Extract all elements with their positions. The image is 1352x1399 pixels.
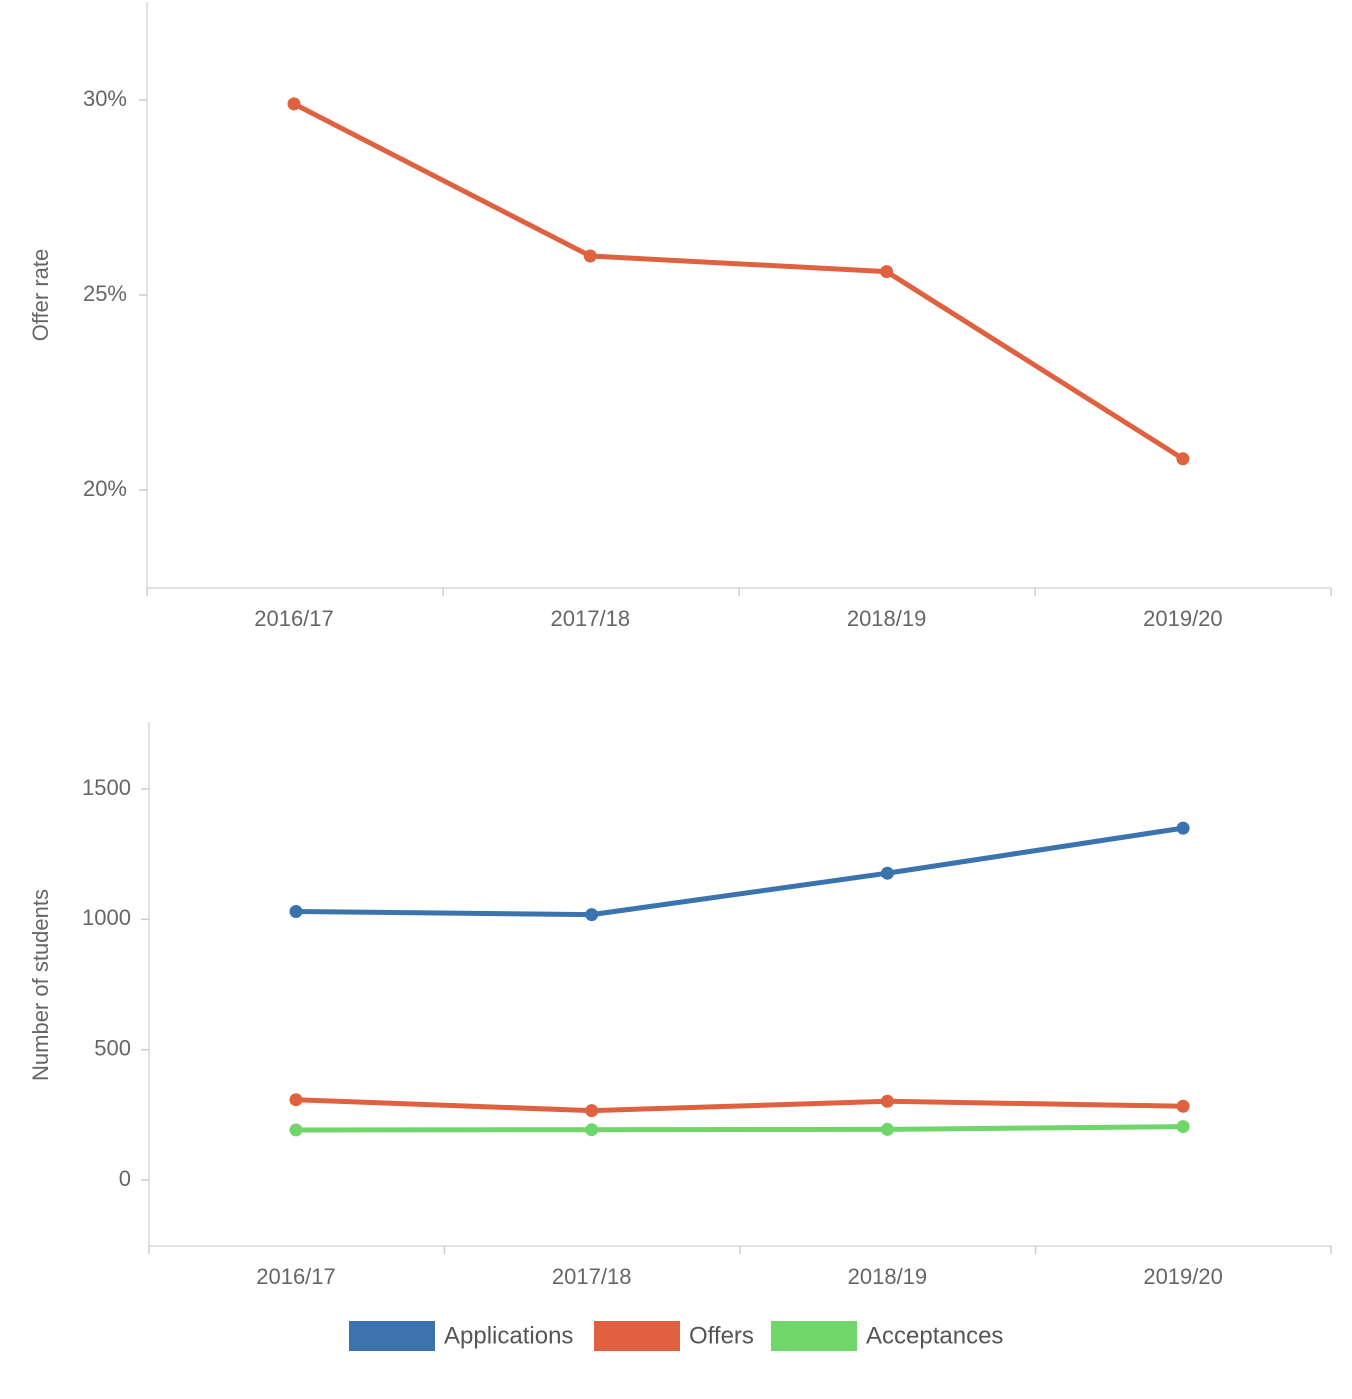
legend-swatch-acceptances [771,1321,857,1351]
x-tick-label: 2018/19 [848,1264,928,1289]
series-line-applications [293,825,1186,918]
y-tick-label: 1000 [82,905,131,930]
data-point-offers [1176,1099,1190,1113]
y-tick-label: 30% [83,86,127,111]
legend-label-applications: Applications [444,1322,573,1349]
x-tick-label: 2018/19 [847,606,927,631]
legend-label-acceptances: Acceptances [866,1322,1003,1349]
data-point-acceptances [289,1123,303,1137]
y-tick-label: 25% [83,281,127,306]
data-point-applications [289,905,303,919]
series-line-acceptances [293,1124,1186,1133]
y-tick-label: 20% [83,476,127,501]
y-axis-title: Offer rate [28,249,53,342]
legend-label-offers: Offers [689,1322,754,1349]
y-tick-label: 500 [94,1035,131,1060]
y-axis-title: Number of students [28,889,53,1081]
x-tick-label: 2019/20 [1143,606,1223,631]
y-tick-label: 0 [119,1166,131,1191]
series-line-offer-rate [291,101,1186,462]
x-tick-label: 2016/17 [254,606,334,631]
x-tick-label: 2017/18 [551,606,631,631]
data-point-acceptances [1176,1120,1190,1134]
data-point-acceptances [880,1122,894,1136]
data-point-offer-rate [287,97,301,111]
data-point-offer-rate [1176,452,1190,466]
data-point-offers [289,1093,303,1107]
x-tick-label: 2017/18 [552,1264,632,1289]
y-tick-label: 1500 [82,775,131,800]
data-point-offer-rate [583,249,597,263]
x-tick-label: 2016/17 [256,1264,336,1289]
data-point-applications [880,866,894,880]
series-line-offers [293,1097,1186,1114]
data-point-offers [585,1104,599,1118]
data-point-applications [585,908,599,922]
data-point-offers [880,1094,894,1108]
legend-swatch-applications [349,1321,435,1351]
x-tick-label: 2019/20 [1143,1264,1223,1289]
data-point-acceptances [585,1123,599,1137]
data-point-offer-rate [880,265,894,279]
legend-swatch-offers [594,1321,680,1351]
data-point-applications [1176,821,1190,835]
